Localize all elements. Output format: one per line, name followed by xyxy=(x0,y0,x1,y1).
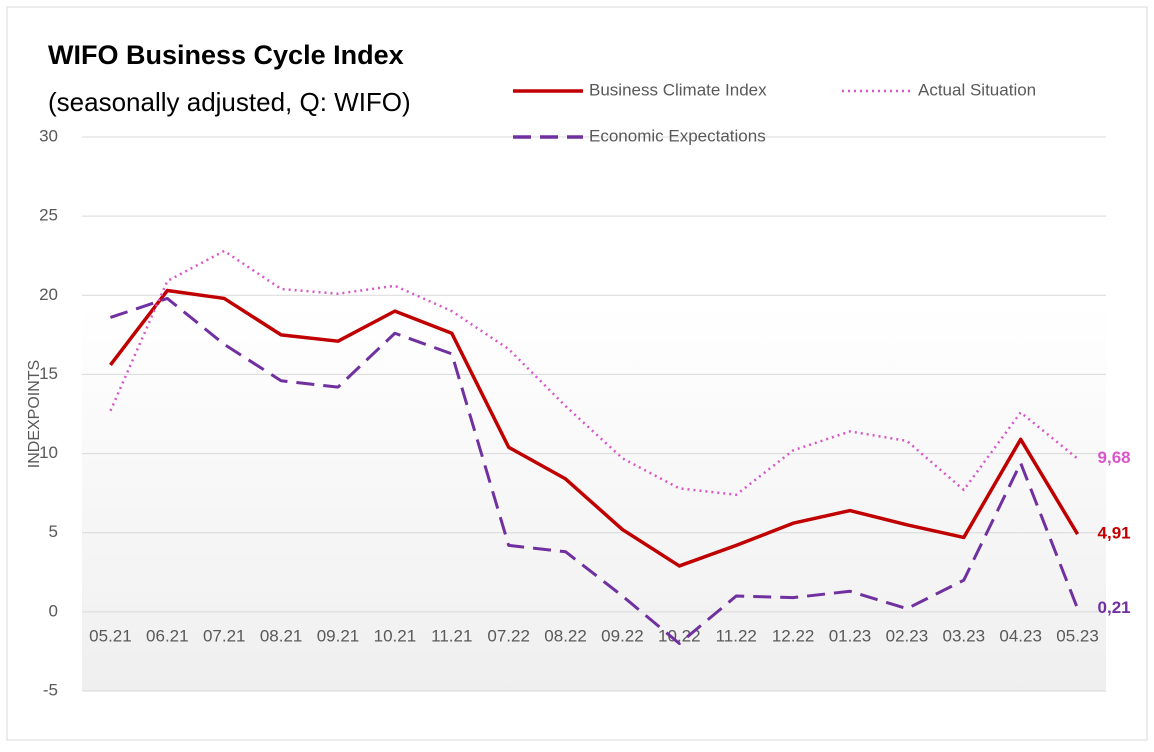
y-axis-label: INDEXPOINTS xyxy=(26,360,43,468)
x-tick-label: 05.21 xyxy=(89,626,132,645)
legend-label: Economic Expectations xyxy=(589,126,766,145)
plot-area xyxy=(82,137,1106,691)
series-line xyxy=(109,288,1080,568)
y-tick-label: 20 xyxy=(39,285,58,304)
x-tick-label: 03.23 xyxy=(943,626,986,645)
x-tick-label: 09.21 xyxy=(317,626,360,645)
y-tick-label: 10 xyxy=(39,443,58,462)
x-tick-label: 02.23 xyxy=(886,626,929,645)
x-tick-label: 11.22 xyxy=(716,626,757,645)
y-tick-label: 25 xyxy=(39,206,58,225)
series-line xyxy=(109,296,1079,646)
chart-subtitle: (seasonally adjusted, Q: WIFO) xyxy=(48,87,411,117)
y-tick-label: 0 xyxy=(49,601,58,620)
x-tick-label: 11.21 xyxy=(431,626,472,645)
x-tick-label: 04.23 xyxy=(999,626,1042,645)
x-tick-label: 07.21 xyxy=(203,626,246,645)
x-tick-label: 12.22 xyxy=(772,626,815,645)
y-tick-label: -5 xyxy=(43,680,58,699)
y-tick-label: 15 xyxy=(39,364,58,383)
legend-label: Business Climate Index xyxy=(589,80,767,99)
chart-title: WIFO Business Cycle Index xyxy=(48,40,404,70)
legend-label: Actual Situation xyxy=(918,80,1036,99)
x-tick-label: 09.22 xyxy=(601,626,644,645)
x-tick-label: 01.23 xyxy=(829,626,872,645)
x-tick-label: 06.21 xyxy=(146,626,189,645)
data-label: 0,21 xyxy=(1098,598,1131,617)
data-label: 4,91 xyxy=(1098,524,1131,543)
x-tick-label: 07.22 xyxy=(487,626,530,645)
y-tick-label: 30 xyxy=(39,126,58,145)
data-label: 9,68 xyxy=(1098,448,1131,467)
x-tick-label: 05.23 xyxy=(1056,626,1099,645)
x-tick-label: 10.21 xyxy=(374,626,417,645)
x-tick-label: 08.22 xyxy=(544,626,587,645)
x-tick-label: 10.22 xyxy=(658,626,701,645)
x-tick-label: 08.21 xyxy=(260,626,303,645)
y-tick-label: 5 xyxy=(49,522,58,541)
